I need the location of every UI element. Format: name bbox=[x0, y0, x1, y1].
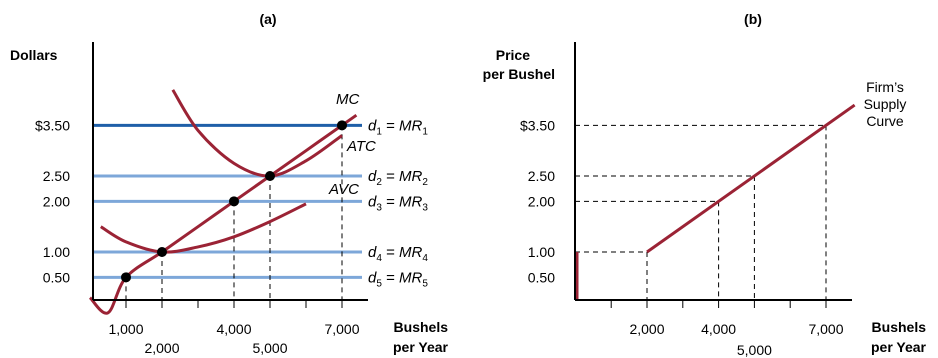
intersection-point bbox=[337, 120, 347, 131]
panel-b-x-tick-label: 7,000 bbox=[808, 321, 843, 337]
atc-label: ATC bbox=[346, 138, 376, 155]
panel-a-x-tick-label: 1,000 bbox=[108, 321, 143, 337]
panel-a-x-tick-label: 5,000 bbox=[252, 340, 287, 356]
panel-b-x-tick-label: 4,000 bbox=[701, 321, 736, 337]
supply-curve bbox=[646, 103, 856, 254]
panel-b-y-tick-label: 2.00 bbox=[528, 193, 555, 209]
panel-a-y-tick-label: 2.50 bbox=[43, 168, 70, 184]
avc-label: AVC bbox=[328, 181, 359, 198]
panel-b-y-tick-label: 1.00 bbox=[528, 244, 555, 260]
demand-label-d2: d2 = MR2 bbox=[368, 168, 428, 188]
supply-curve-label: Curve bbox=[866, 113, 904, 129]
mc-label: MC bbox=[336, 91, 359, 108]
panel-b-y-axis-label: Price bbox=[496, 47, 530, 63]
intersection-point bbox=[265, 171, 275, 181]
panel-b-y-tick-label: 0.50 bbox=[528, 269, 555, 285]
demand-label-d4: d4 = MR4 bbox=[368, 244, 428, 264]
panel-b-x-axis-label: Bushels bbox=[872, 319, 927, 335]
demand-label-d1: d1 = MR1 bbox=[368, 117, 428, 137]
panel-a-y-tick-label: 2.00 bbox=[43, 193, 70, 209]
panel-a-y-tick-label: 0.50 bbox=[43, 269, 70, 285]
intersection-point bbox=[157, 247, 167, 257]
panel-a-y-tick-label: $3.50 bbox=[35, 117, 70, 133]
supply-curve-label: Supply bbox=[864, 96, 907, 112]
intersection-point bbox=[229, 196, 239, 207]
panel-a-x-tick-label: 7,000 bbox=[324, 321, 359, 337]
intersection-point bbox=[121, 272, 131, 283]
panel-b-x-axis-label: per Year bbox=[871, 339, 927, 355]
panel-b-y-tick-label: $3.50 bbox=[520, 117, 555, 133]
panel-a-x-axis-label: per Year bbox=[393, 339, 449, 355]
mc-curve bbox=[88, 113, 358, 315]
panel-b-title: (b) bbox=[744, 11, 762, 27]
atc-curve bbox=[171, 89, 343, 178]
panel-b-x-tick-label: 5,000 bbox=[737, 342, 772, 358]
panel-b-y-tick-label: 2.50 bbox=[528, 168, 555, 184]
panel-b-y-axis-label: per Bushel bbox=[483, 66, 555, 82]
avc-curve bbox=[99, 202, 307, 254]
panel-a-x-tick-label: 4,000 bbox=[216, 321, 251, 337]
panel-a-title: (a) bbox=[259, 11, 276, 27]
panel-a-y-axis-label: Dollars bbox=[10, 47, 58, 63]
demand-label-d5: d5 = MR5 bbox=[368, 269, 428, 289]
panel-a-x-tick-label: 2,000 bbox=[144, 340, 179, 356]
supply-curve-label: Firm’s bbox=[866, 79, 904, 95]
demand-label-d3: d3 = MR3 bbox=[368, 193, 428, 213]
panel-a-x-axis-label: Bushels bbox=[394, 319, 449, 335]
panel-b-x-tick-label: 2,000 bbox=[629, 321, 664, 337]
panel-a-y-tick-label: 1.00 bbox=[43, 244, 70, 260]
